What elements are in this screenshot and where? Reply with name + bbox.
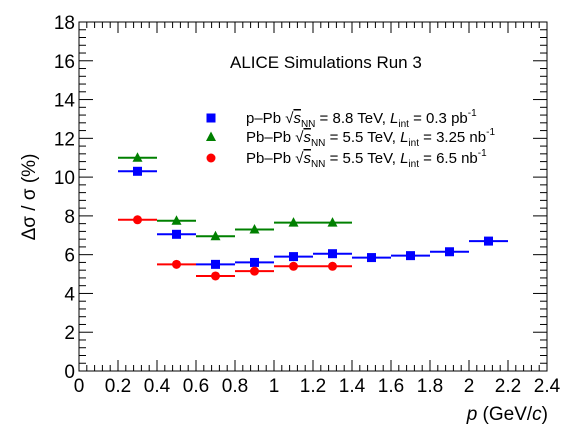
- tick-labels: 0 0.2 0.4 0.6 0.8 1 1.2 1.4 1.6 1.8 2 2.2 2.4 0 2 4 6 8 10…: [54, 13, 561, 397]
- data-marker: [171, 215, 182, 225]
- data-marker: [289, 252, 298, 262]
- data-point: [313, 249, 352, 259]
- data-marker: [249, 223, 260, 234]
- data-point: [235, 257, 274, 267]
- data-point: [157, 229, 196, 239]
- x-tick-label: 0.2: [105, 376, 131, 397]
- data-point: [235, 266, 274, 276]
- x-tick-label: 2.4: [534, 376, 561, 397]
- legend-marker: [206, 131, 216, 141]
- data-point: [274, 252, 313, 262]
- y-tick-label: 6: [64, 246, 75, 267]
- data-marker: [445, 247, 454, 257]
- data-point: [157, 215, 196, 225]
- y-tick-label: 0: [64, 362, 75, 383]
- data-point: [430, 247, 469, 257]
- x-tick-label: 0.4: [144, 376, 171, 397]
- y-tick-label: 4: [64, 284, 75, 305]
- data-point: [157, 259, 196, 269]
- legend-label: Pb–Pb √sNN = 5.5 TeV, Lint = 3.25 nb-1: [246, 127, 495, 149]
- axis-ticks: [78, 21, 548, 372]
- y-tick-label: 14: [54, 91, 76, 112]
- data-marker: [211, 271, 220, 281]
- data-marker: [367, 253, 376, 263]
- data-marker: [133, 166, 142, 176]
- plot-frame: [78, 21, 548, 372]
- x-tick-label: 1.6: [378, 376, 404, 397]
- x-tick-label: 1.4: [339, 376, 366, 397]
- data-point: [313, 261, 352, 271]
- x-tick-label: 0: [74, 376, 85, 397]
- legend-entry: p–Pb √sNN = 8.8 TeV, Lint = 0.3 pb-1: [246, 108, 477, 130]
- data-point: [118, 166, 157, 176]
- chart-header: ALICE Simulations Run 3: [230, 53, 422, 72]
- data-point: [313, 217, 352, 227]
- data-point: [196, 259, 235, 269]
- data-layer: [118, 152, 508, 281]
- data-marker: [484, 236, 493, 246]
- data-point: [274, 261, 313, 271]
- legend-label: p–Pb √sNN = 8.8 TeV, Lint = 0.3 pb-1: [246, 108, 477, 130]
- data-marker: [406, 251, 415, 261]
- x-tick-label: 1.2: [300, 376, 326, 397]
- data-point: [391, 251, 430, 261]
- data-marker: [172, 259, 181, 269]
- x-tick-label: 2: [464, 376, 475, 397]
- x-axis-title: p (GeV/c): [466, 404, 548, 425]
- legend-label: Pb–Pb √sNN = 5.5 TeV, Lint = 6.5 nb-1: [246, 148, 487, 170]
- x-tick-label: 2.2: [495, 376, 521, 397]
- x-tick-label: 1.8: [417, 376, 443, 397]
- data-point: [118, 152, 157, 162]
- data-point: [235, 223, 274, 234]
- x-tick-label: 0.6: [183, 376, 209, 397]
- legend-entry: Pb–Pb √sNN = 5.5 TeV, Lint = 3.25 nb-1: [246, 127, 495, 149]
- data-point: [469, 236, 508, 246]
- data-marker: [250, 266, 259, 276]
- y-tick-label: 16: [54, 52, 75, 73]
- y-tick-label: 12: [54, 129, 75, 150]
- x-tick-label: 0.8: [222, 376, 248, 397]
- data-point: [196, 271, 235, 281]
- y-tick-label: 8: [64, 207, 75, 228]
- y-axis-title: Δσ / σ (%): [19, 154, 40, 241]
- data-marker: [210, 230, 221, 241]
- data-marker: [172, 229, 181, 239]
- data-point: [196, 230, 235, 241]
- data-marker: [289, 261, 298, 271]
- legend: p–Pb √sNN = 8.8 TeV, Lint = 0.3 pb-1 Pb–…: [206, 108, 495, 170]
- data-marker: [328, 261, 337, 271]
- data-marker: [132, 152, 143, 162]
- data-marker: [133, 215, 142, 225]
- data-point: [118, 215, 157, 225]
- data-point: [274, 217, 313, 227]
- data-marker: [250, 257, 259, 267]
- data-marker: [327, 217, 338, 227]
- data-point: [352, 253, 391, 263]
- legend-marker: [206, 113, 216, 123]
- y-tick-label: 10: [54, 168, 75, 189]
- y-tick-label: 2: [64, 323, 75, 344]
- legend-entry: Pb–Pb √sNN = 5.5 TeV, Lint = 6.5 nb-1: [246, 148, 487, 170]
- data-marker: [211, 259, 220, 269]
- y-tick-label: 18: [54, 13, 75, 34]
- data-marker: [328, 249, 337, 259]
- data-marker: [288, 217, 299, 227]
- legend-marker: [206, 153, 216, 163]
- x-tick-label: 1: [269, 376, 280, 397]
